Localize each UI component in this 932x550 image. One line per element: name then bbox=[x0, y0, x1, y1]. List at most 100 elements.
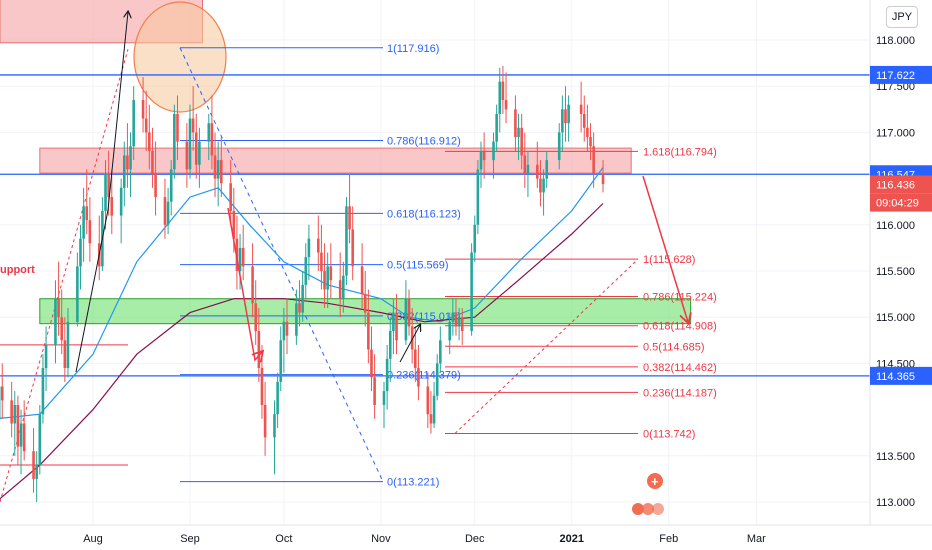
time-tick-label: Aug bbox=[83, 533, 103, 545]
candle-body bbox=[276, 381, 279, 415]
candle-body bbox=[257, 331, 261, 369]
candle-body bbox=[191, 118, 195, 133]
candle-body bbox=[392, 312, 395, 332]
candle-body bbox=[229, 183, 232, 211]
price-tag bbox=[870, 366, 932, 385]
moving-average-slow bbox=[0, 203, 604, 500]
price-tick-label: 117.500 bbox=[876, 81, 915, 93]
candle-body bbox=[454, 312, 458, 327]
event-icon bbox=[642, 503, 654, 515]
candle-body bbox=[79, 238, 82, 267]
candle-body bbox=[63, 340, 67, 369]
candle-body bbox=[0, 386, 4, 401]
candle-body bbox=[382, 391, 386, 405]
candle-body bbox=[367, 312, 370, 350]
support-label: upport bbox=[0, 264, 35, 276]
candle-body bbox=[260, 368, 264, 405]
zone-resistance-middle bbox=[39, 147, 632, 174]
time-tick-label: Dec bbox=[465, 533, 485, 545]
candle-body bbox=[119, 187, 123, 216]
fib-blue-label: 0.5(115.569) bbox=[387, 260, 449, 272]
candle-body bbox=[126, 155, 129, 170]
highlight-ellipse bbox=[133, 1, 227, 113]
candle-body bbox=[251, 266, 254, 304]
candle-body bbox=[439, 340, 442, 364]
arrow-projection-red bbox=[642, 175, 688, 322]
candle-body bbox=[451, 312, 455, 322]
candle-body bbox=[154, 173, 157, 198]
candle-body bbox=[307, 238, 311, 258]
price-tag-label: 117.622 bbox=[876, 70, 915, 82]
price-axis: 118.000 117.500 117.000 116.000 115.500 115.0… bbox=[869, 0, 932, 550]
candle-body bbox=[285, 321, 289, 336]
candle-body bbox=[301, 284, 304, 313]
price-tag-label: 114.365 bbox=[876, 371, 915, 383]
candle-body bbox=[163, 197, 167, 225]
candle-body bbox=[22, 423, 26, 452]
candle-body bbox=[579, 104, 583, 114]
price-tag-label: 09:04:29 bbox=[876, 198, 919, 210]
arrow-up-black bbox=[75, 12, 128, 373]
candle-body bbox=[539, 178, 542, 193]
price-tick-label: 115.500 bbox=[876, 266, 915, 278]
fib-red-label: 0.382(114.462) bbox=[643, 362, 717, 374]
candle-body bbox=[273, 414, 276, 438]
fib-blue-label: 0(113.221) bbox=[387, 477, 439, 489]
fib-red-label: 0.236(114.187) bbox=[643, 387, 717, 399]
candle-body bbox=[435, 363, 439, 396]
candle-body bbox=[476, 169, 480, 225]
candle-body bbox=[504, 100, 508, 110]
candle-body bbox=[232, 210, 236, 239]
candle-body bbox=[514, 109, 517, 138]
candle-body bbox=[338, 280, 342, 299]
currency-button[interactable]: JPY bbox=[886, 6, 918, 28]
candle-body bbox=[132, 100, 135, 147]
candle-body bbox=[207, 123, 211, 142]
price-tag bbox=[870, 175, 932, 194]
candle-body bbox=[351, 229, 355, 267]
candle-body bbox=[238, 247, 242, 271]
candle-body bbox=[66, 321, 70, 369]
candle-body bbox=[295, 303, 298, 336]
candle-body bbox=[176, 113, 179, 142]
price-tick-label: 117.000 bbox=[876, 127, 915, 139]
candle-body bbox=[432, 395, 436, 424]
candle-body bbox=[345, 206, 348, 276]
candle-body bbox=[57, 298, 60, 318]
candle-body bbox=[542, 178, 545, 193]
candle-body bbox=[501, 81, 505, 101]
candle-body bbox=[85, 206, 89, 221]
candle-body bbox=[520, 127, 523, 156]
candle-body bbox=[410, 326, 414, 350]
candle-body bbox=[545, 160, 549, 179]
candle-body bbox=[148, 132, 151, 151]
fib-blue-label: 0.618(116.123) bbox=[387, 208, 461, 220]
time-tick-label: 2021 bbox=[559, 533, 583, 545]
candle-body bbox=[557, 132, 561, 161]
candle-body bbox=[82, 206, 85, 239]
candle-body bbox=[151, 150, 154, 174]
candle-body bbox=[517, 127, 520, 138]
candle-body bbox=[188, 118, 192, 170]
candle-body bbox=[213, 155, 217, 179]
event-icon bbox=[632, 503, 644, 515]
candle-body bbox=[370, 349, 373, 378]
time-tick-label: Nov bbox=[371, 533, 391, 545]
candle-body bbox=[495, 113, 498, 142]
candle-body bbox=[60, 317, 64, 341]
time-axis: Aug Sep Oct Nov Dec 2021 Feb Mar bbox=[0, 524, 932, 550]
candle-body bbox=[129, 146, 132, 170]
candle-body bbox=[141, 100, 145, 119]
annotations: + bbox=[75, 12, 688, 515]
event-plus-icon bbox=[647, 473, 663, 489]
price-tag bbox=[870, 193, 932, 212]
candle-body bbox=[304, 257, 308, 285]
candle-body bbox=[216, 160, 220, 179]
candle-body bbox=[561, 109, 564, 133]
candle-body bbox=[323, 271, 326, 290]
candle-body bbox=[19, 423, 23, 447]
candle-body bbox=[479, 150, 483, 170]
candle-body bbox=[210, 123, 214, 156]
candle-body bbox=[122, 155, 126, 188]
fib-red-label: 0.618(114.908) bbox=[643, 321, 717, 333]
